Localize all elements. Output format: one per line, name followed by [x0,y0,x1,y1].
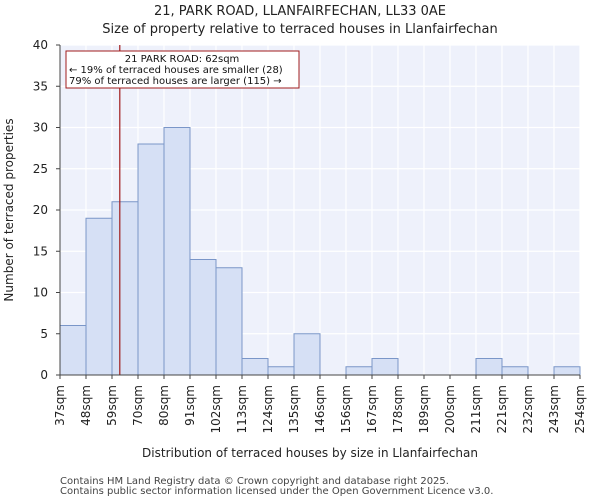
x-tick-label: 124sqm [261,385,275,433]
x-tick-label: 156sqm [339,385,353,433]
x-tick-label: 211sqm [469,385,483,433]
y-tick-label: 0 [40,368,48,382]
y-axis-label: Number of terraced properties [2,118,16,301]
x-tick-label: 178sqm [391,385,405,433]
x-tick-label: 37sqm [53,385,67,426]
bar-211sqm [475,358,503,376]
x-tick-label: 200sqm [443,385,457,433]
y-tick-label: 30 [33,121,48,135]
y-tick-label: 25 [33,162,48,176]
bar-102sqm [215,267,243,376]
y-tick-label: 40 [33,38,48,52]
x-tick-label: 135sqm [287,385,301,433]
y-tick-label: 35 [33,79,48,93]
annotation-line-1: 21 PARK ROAD: 62sqm [125,54,240,65]
bar-113sqm [241,358,269,376]
bar-70sqm [137,143,165,376]
y-tick-label: 5 [40,327,48,341]
bar-167sqm [371,358,399,376]
x-tick-label: 70sqm [131,385,145,426]
x-tick-label: 80sqm [157,385,171,426]
bar-156sqm [345,366,373,376]
x-tick-label: 59sqm [105,385,119,426]
bar-135sqm [293,333,321,376]
annotation-line-3: 79% of terraced houses are larger (115) … [69,76,282,87]
annotation-box: 21 PARK ROAD: 62sqm ← 19% of terraced ho… [65,50,300,89]
footer-line-2: Contains public sector information licen… [60,486,493,497]
x-tick-label: 146sqm [313,385,327,433]
x-tick-label: 167sqm [365,385,379,433]
annotation-line-2: ← 19% of terraced houses are smaller (28… [69,65,283,76]
bar-91sqm [189,259,217,376]
x-tick-label: 113sqm [235,385,249,433]
bar-243sqm [553,366,581,376]
x-tick-label: 189sqm [417,385,431,433]
x-tick-label: 254sqm [573,385,587,433]
bar-59sqm [111,201,139,376]
x-tick-label: 243sqm [547,385,561,433]
x-tick-label: 221sqm [495,385,509,433]
x-tick-label: 102sqm [209,385,223,433]
y-tick-label: 15 [33,244,48,258]
bar-124sqm [267,366,295,376]
chart-title-line2: Size of property relative to terraced ho… [102,22,497,37]
bar-221sqm [501,366,529,376]
y-tick-label: 10 [33,286,48,300]
bar-48sqm [85,217,113,376]
x-tick-label: 91sqm [183,385,197,426]
bar-37sqm [59,325,87,376]
x-tick-label: 232sqm [521,385,535,433]
annotation-border [65,50,300,89]
footer-line-1: Contains HM Land Registry data © Crown c… [60,476,449,487]
y-axis: 0 5 10 15 20 25 30 35 40 [33,38,61,382]
x-axis: 37sqm 48sqm 59sqm 70sqm 80sqm 91sqm 102sqm 113s… [53,374,587,433]
chart-title-line1: 21, PARK ROAD, LLANFAIRFECHAN, LL33 0AE [154,4,446,19]
bar-80sqm [163,127,191,376]
bars [59,127,581,376]
x-axis-label: Distribution of terraced houses by size … [142,446,478,460]
y-tick-label: 20 [33,203,48,217]
x-tick-label: 48sqm [79,385,93,426]
